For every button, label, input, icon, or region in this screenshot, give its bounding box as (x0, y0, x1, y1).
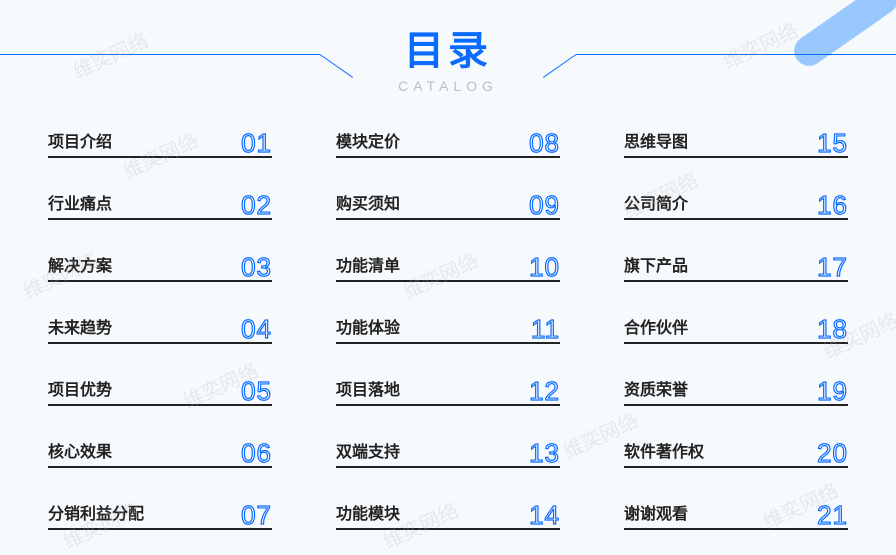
catalog-item[interactable]: 项目优势 05 (48, 372, 272, 406)
catalog-item-number: 18 (817, 316, 848, 342)
catalog-item[interactable]: 资质荣誉 19 (624, 372, 848, 406)
catalog-item[interactable]: 功能清单 10 (336, 248, 560, 282)
catalog-item-number: 06 (241, 440, 272, 466)
catalog-item-number: 17 (817, 254, 848, 280)
catalog-item[interactable]: 谢谢观看 21 (624, 496, 848, 530)
catalog-item-label: 行业痛点 (48, 190, 112, 214)
catalog-item-number: 21 (817, 502, 848, 528)
catalog-item[interactable]: 功能模块 14 (336, 496, 560, 530)
catalog-grid: 项目介绍 01 模块定价 08 思维导图 15 行业痛点 02 购买须知 09 公司简介 16 解决方案… (48, 124, 848, 530)
catalog-item-number: 05 (241, 378, 272, 404)
catalog-item-label: 思维导图 (624, 128, 688, 152)
catalog-item-number: 20 (817, 440, 848, 466)
page-title: 目录 (0, 18, 896, 76)
catalog-item-number: 03 (241, 254, 272, 280)
catalog-item-number: 12 (529, 378, 560, 404)
catalog-item[interactable]: 未来趋势 04 (48, 310, 272, 344)
catalog-item-label: 资质荣誉 (624, 376, 688, 400)
catalog-item[interactable]: 思维导图 15 (624, 124, 848, 158)
catalog-item[interactable]: 分销利益分配 07 (48, 496, 272, 530)
catalog-item-label: 软件著作权 (624, 438, 704, 462)
catalog-item-label: 模块定价 (336, 128, 400, 152)
catalog-item[interactable]: 行业痛点 02 (48, 186, 272, 220)
catalog-item-number: 02 (241, 192, 272, 218)
catalog-item-number: 08 (529, 130, 560, 156)
catalog-item[interactable]: 功能体验 11 (336, 310, 560, 344)
catalog-item[interactable]: 模块定价 08 (336, 124, 560, 158)
catalog-item-label: 购买须知 (336, 190, 400, 214)
catalog-item-label: 功能清单 (336, 252, 400, 276)
catalog-item-number: 07 (241, 502, 272, 528)
catalog-item-number: 09 (529, 192, 560, 218)
catalog-item-number: 15 (817, 130, 848, 156)
catalog-item-label: 分销利益分配 (48, 500, 144, 524)
catalog-item-label: 解决方案 (48, 252, 112, 276)
catalog-item[interactable]: 购买须知 09 (336, 186, 560, 220)
catalog-item-label: 未来趋势 (48, 314, 112, 338)
catalog-item-number: 01 (241, 130, 272, 156)
catalog-item-label: 功能体验 (336, 314, 400, 338)
catalog-item[interactable]: 合作伙伴 18 (624, 310, 848, 344)
catalog-item-label: 核心效果 (48, 438, 112, 462)
catalog-item-label: 旗下产品 (624, 252, 688, 276)
catalog-item[interactable]: 解决方案 03 (48, 248, 272, 282)
catalog-item[interactable]: 双端支持 13 (336, 434, 560, 468)
catalog-item-label: 双端支持 (336, 438, 400, 462)
catalog-item-number: 04 (241, 316, 272, 342)
catalog-item[interactable]: 核心效果 06 (48, 434, 272, 468)
catalog-item-number: 10 (529, 254, 560, 280)
catalog-item-label: 项目介绍 (48, 128, 112, 152)
page-subtitle: CATALOG (0, 78, 896, 94)
catalog-item[interactable]: 旗下产品 17 (624, 248, 848, 282)
catalog-item[interactable]: 软件著作权 20 (624, 434, 848, 468)
catalog-item-number: 16 (817, 192, 848, 218)
catalog-item[interactable]: 公司简介 16 (624, 186, 848, 220)
catalog-item-label: 谢谢观看 (624, 500, 688, 524)
catalog-item-number: 19 (817, 378, 848, 404)
catalog-item[interactable]: 项目落地 12 (336, 372, 560, 406)
header-line-left (0, 54, 320, 55)
catalog-item-label: 合作伙伴 (624, 314, 688, 338)
catalog-item-label: 项目落地 (336, 376, 400, 400)
catalog-item-number: 13 (529, 440, 560, 466)
header: 目录 CATALOG (0, 0, 896, 94)
header-line-right (576, 54, 896, 55)
catalog-item-number: 11 (531, 316, 560, 342)
catalog-item-label: 公司简介 (624, 190, 688, 214)
catalog-item-label: 功能模块 (336, 500, 400, 524)
catalog-item-number: 14 (529, 502, 560, 528)
catalog-item[interactable]: 项目介绍 01 (48, 124, 272, 158)
catalog-item-label: 项目优势 (48, 376, 112, 400)
